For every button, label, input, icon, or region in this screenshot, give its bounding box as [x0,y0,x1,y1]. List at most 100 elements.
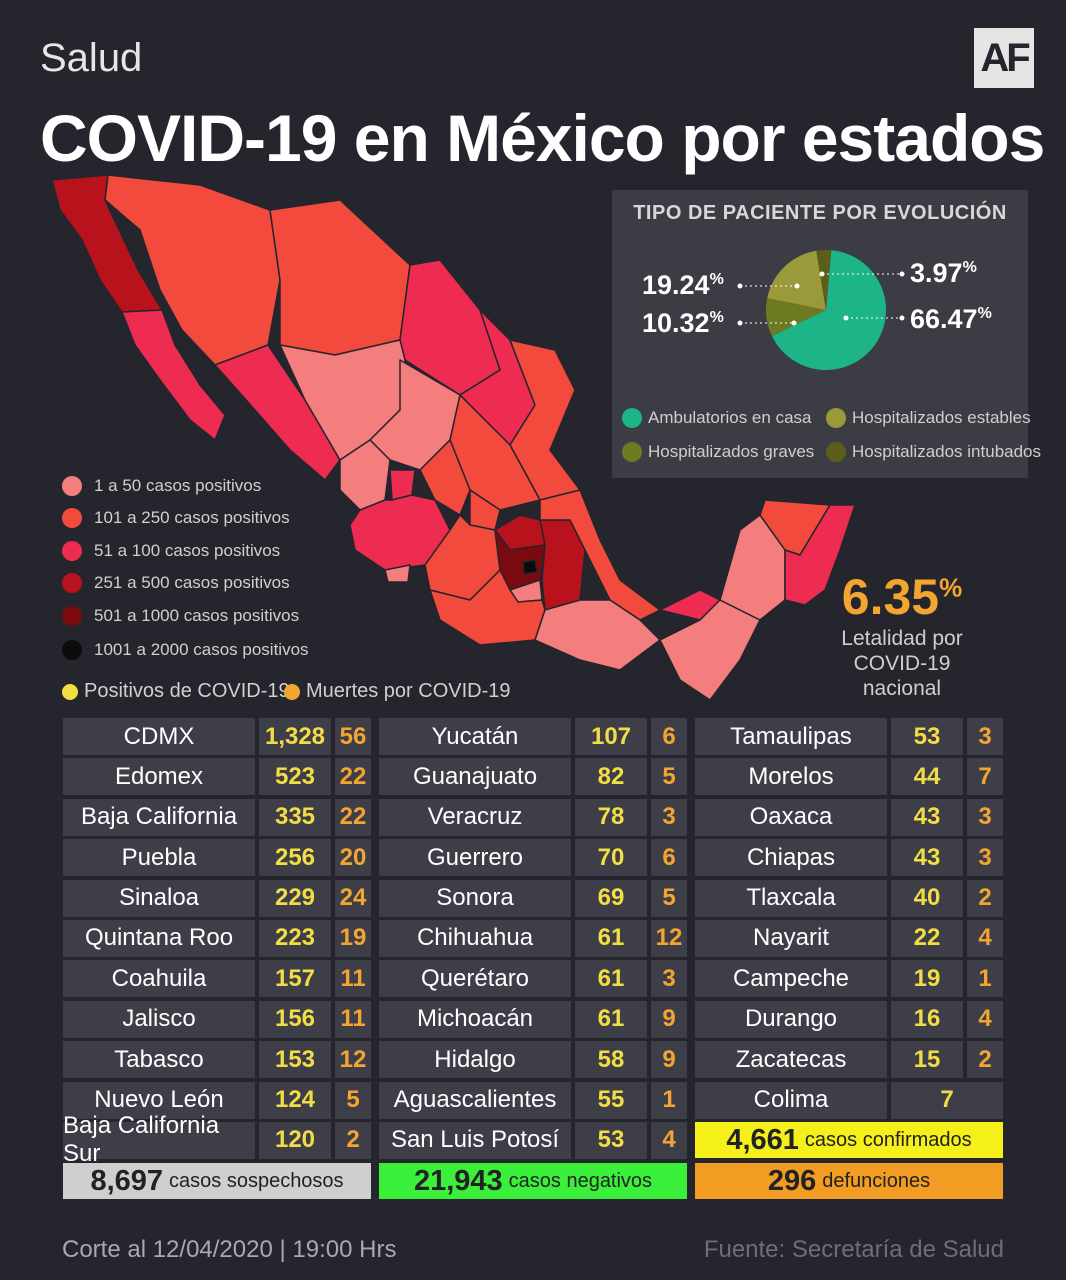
deaths-cell: 56 [335,718,371,755]
pie-leader-dot [737,283,743,289]
legend-dot [62,606,82,626]
table-row: Oaxaca 43 3 [695,798,1003,836]
deaths-cell: 12 [335,1041,371,1079]
confirmed-cell: 55 [575,1081,647,1119]
table-row: Jalisco 156 11 [63,1000,371,1038]
deaths-cell: 3 [967,839,1003,877]
deaths-cell: 12 [651,919,687,957]
confirmed-cell: 61 [575,960,647,998]
state-name-cell: Zacatecas [695,1041,887,1079]
state-name-cell: Chiapas [695,839,887,877]
map-state-sinaloa [214,344,341,481]
deaths-cell: 6 [651,718,687,755]
table-row: Sinaloa 229 24 [63,879,371,917]
confirmed-cell: 16 [891,1000,963,1038]
deaths-cell: 3 [651,798,687,836]
map-legend-item: 101 a 250 casos positivos [62,508,290,528]
deaths-cell: 2 [967,879,1003,917]
table-row: Puebla 256 20 [63,839,371,877]
table-row: Tamaulipas 53 3 [695,718,1003,755]
table-row: Querétaro 61 3 [379,960,687,998]
state-name-cell: Baja California Sur [63,1112,255,1167]
deaths-cell: 22 [335,758,371,796]
legend-label: 101 a 250 casos positivos [94,508,290,527]
state-name-cell: Colima [695,1081,887,1119]
table-row: Nayarit 22 4 [695,919,1003,957]
table-row: CDMX 1,328 56 [63,718,371,755]
confirmed-cell: 335 [259,798,331,836]
footer-source: Fuente: Secretaría de Salud [703,1236,1004,1263]
map-state-cdmx [522,559,538,575]
state-name-cell: Baja California [63,798,255,836]
confirmed-cell: 61 [575,919,647,957]
state-name-cell: Guerrero [379,839,571,877]
pie-chart [737,250,905,370]
map-state-chihuahua [269,199,411,356]
state-name-cell: Nayarit [695,919,887,957]
pie-legend-hosp-intubados: Hospitalizados intubados [826,442,1041,462]
table-row: Morelos 44 7 [695,758,1003,796]
confirmed-cell: 43 [891,798,963,836]
table-row: Campeche 19 1 [695,960,1003,998]
state-name-cell: Querétaro [379,960,571,998]
table-row: Edomex 523 22 [63,758,371,796]
state-name-cell: Hidalgo [379,1041,571,1079]
state-name-cell: Nuevo León [63,1081,255,1119]
pie-leader-dot [899,315,905,321]
pie-legend-hosp-graves: Hospitalizados graves [622,442,814,462]
confirmed-cell: 7 [891,1081,1003,1119]
table-row: Michoacán 61 9 [379,1000,687,1038]
table-row: Aguascalientes 55 1 [379,1081,687,1119]
map-legend-item: 251 a 500 casos positivos [62,573,290,593]
table-row: Hidalgo 58 9 [379,1041,687,1079]
state-name-cell: Tabasco [63,1041,255,1079]
map-legend-item: 1 a 50 casos positivos [62,476,261,496]
table-row: Durango 16 4 [695,1000,1003,1038]
confirmed-cell: 1,328 [259,718,331,755]
legend-dot [62,573,82,593]
table-row: Tabasco 153 12 [63,1041,371,1079]
table-row: Colima 7 [695,1081,1003,1119]
state-name-cell: Yucatán [379,718,571,755]
state-name-cell: Edomex [63,758,255,796]
page-title: COVID-19 en México por estados [40,101,1045,175]
deaths-cell: 4 [967,919,1003,957]
section-label: Salud [40,36,143,80]
deaths-cell: 9 [651,1041,687,1079]
table-row: Chihuahua 61 12 [379,919,687,957]
state-name-cell: CDMX [63,718,255,755]
legend-label: 501 a 1000 casos positivos [94,606,300,625]
deaths-cell: 3 [967,718,1003,755]
confirmed-cell: 53 [575,1121,647,1159]
map-state-quintana-roo [784,504,856,606]
pie-legend-hosp-estables: Hospitalizados estables [826,408,1031,428]
table-row: Coahuila 157 11 [63,960,371,998]
pie-leader-dot [843,315,849,321]
deaths-cell: 9 [651,1000,687,1038]
legend-positivos: Positivos de COVID-19 [62,680,290,703]
negative-total: 21,943 casos negativos [379,1163,687,1199]
legend-label: 1 a 50 casos positivos [94,476,262,495]
confirmed-cell: 44 [891,758,963,796]
deaths-cell: 5 [335,1081,371,1119]
confirmed-cell: 124 [259,1081,331,1119]
map-legend-item: 501 a 1000 casos positivos [62,606,299,626]
pie-label-ambulatorios: 66.47% [910,304,992,334]
confirmed-cell: 153 [259,1041,331,1079]
map-legend-item: 1001 a 2000 casos positivos [62,640,309,660]
confirmed-cell: 69 [575,879,647,917]
deaths-cell: 7 [967,758,1003,796]
state-name-cell: Chihuahua [379,919,571,957]
state-name-cell: Puebla [63,839,255,877]
pie-leader-dot [819,271,825,277]
confirmed-cell: 19 [891,960,963,998]
table-row: Quintana Roo 223 19 [63,919,371,957]
lethality-value: 6.35% [841,569,963,625]
lethality-label-2: COVID-19 nacional [853,652,951,701]
pie-panel: TIPO DE PACIENTE POR EVOLUCIÓN 19.24% 10… [612,190,1041,478]
deaths-cell: 19 [335,919,371,957]
deaths-total: 296 defunciones [695,1163,1003,1199]
table-row: Zacatecas 15 2 [695,1041,1003,1079]
pie-legend-ambulatorios: Ambulatorios en casa [622,408,811,428]
confirmed-cell: 15 [891,1041,963,1079]
